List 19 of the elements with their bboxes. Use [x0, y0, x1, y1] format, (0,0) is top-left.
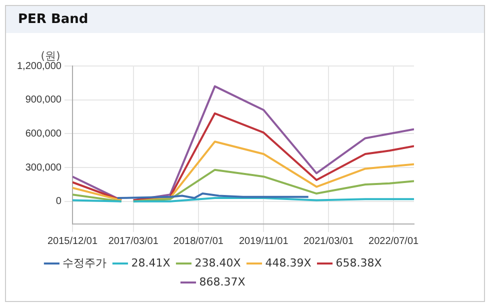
chart-title: PER Band: [6, 6, 484, 33]
legend-label: 238.40X: [194, 256, 242, 270]
legend-label: 448.39X: [265, 256, 312, 270]
legend-label: 868.37X: [199, 275, 246, 288]
x-tick-label: 2017/03/01: [108, 236, 159, 247]
x-tick-label: 2015/12/01: [47, 236, 98, 247]
legend-label: 658.38X: [336, 256, 382, 270]
y-tick-label: 1,200,000: [16, 60, 62, 72]
x-tick-label: 2021/03/01: [303, 236, 354, 247]
y-tick-label: 0: [56, 196, 62, 208]
y-tick-label: 600,000: [25, 128, 62, 140]
x-tick-label: 2022/07/01: [368, 236, 420, 247]
legend-label: 28.41X: [131, 256, 171, 270]
x-tick-label: 2019/11/01: [238, 236, 289, 247]
y-tick-label: 900,000: [25, 94, 62, 106]
legend-label: 수정주가: [62, 256, 107, 270]
y-axis-title: (원): [40, 49, 60, 62]
x-tick-label: 2018/07/01: [173, 236, 224, 247]
y-tick-label: 300,000: [25, 162, 62, 174]
